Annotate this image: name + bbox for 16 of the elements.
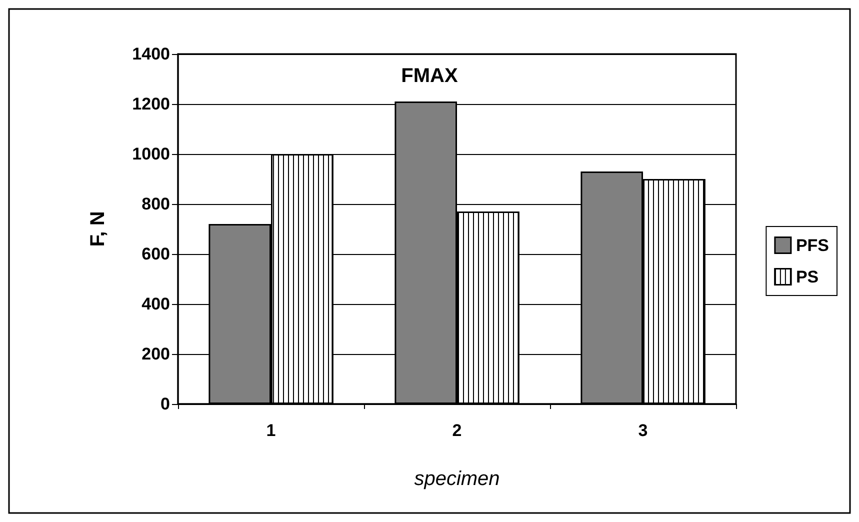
y-axis-title: F, N bbox=[87, 211, 109, 247]
x-tick-label: 3 bbox=[638, 421, 648, 440]
x-tick-label: 2 bbox=[452, 421, 462, 440]
x-axis-title: specimen bbox=[414, 468, 500, 490]
y-tick-label: 200 bbox=[142, 344, 170, 364]
y-tick-label: 800 bbox=[142, 194, 170, 214]
y-tick-label: 400 bbox=[142, 294, 170, 314]
y-tick-label: 0 bbox=[160, 394, 170, 414]
legend-label: PFS bbox=[796, 236, 829, 255]
y-tick-label: 1200 bbox=[132, 94, 170, 114]
y-tick-label: 1000 bbox=[132, 144, 170, 164]
y-tick-label: 1400 bbox=[132, 44, 170, 64]
legend-label: PS bbox=[796, 267, 819, 286]
annotation: FMAX bbox=[401, 65, 458, 87]
x-tick-label: 1 bbox=[266, 421, 276, 440]
y-tick-label: 600 bbox=[142, 244, 170, 264]
